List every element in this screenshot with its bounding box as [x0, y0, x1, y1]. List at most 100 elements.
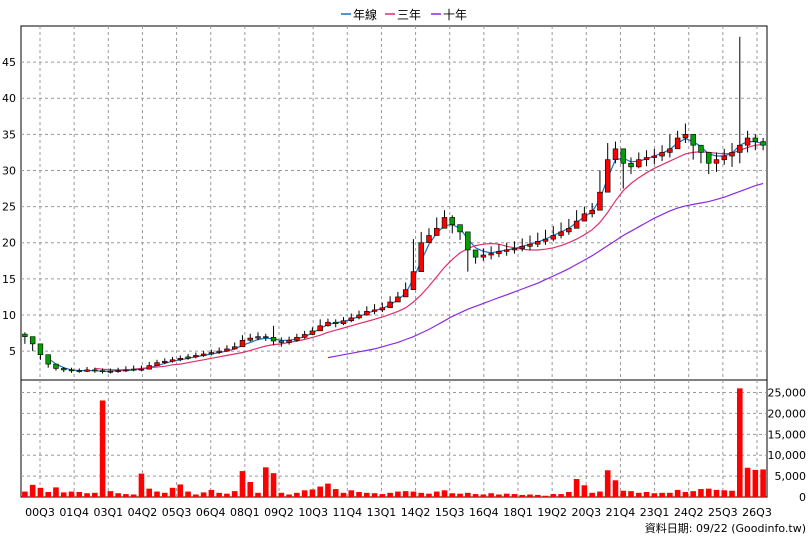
price-axis-ticks: 5 10 15 20 25 30 35 40 45	[2, 56, 16, 358]
x-tick-label: 18Q1	[503, 506, 533, 519]
x-tick-label: 24Q2	[674, 506, 704, 519]
volume-bar	[573, 479, 580, 497]
candle-body	[22, 333, 28, 337]
candle-body	[744, 137, 751, 146]
candle-body	[29, 336, 36, 345]
candle-body	[68, 369, 75, 372]
price-panel-frame	[20, 25, 768, 381]
x-tick-label: 21Q4	[606, 506, 636, 519]
candle-body	[123, 369, 129, 372]
x-tick-label: 11Q4	[332, 506, 362, 519]
price-tick-label: 35	[2, 128, 16, 141]
candle-body	[597, 191, 603, 211]
x-tick-label: 14Q2	[401, 506, 431, 519]
candle-body	[379, 307, 386, 311]
candle-body	[643, 157, 650, 160]
volume-bar	[433, 491, 440, 497]
x-tick-label: 25Q3	[708, 506, 738, 519]
price-tick-label: 25	[2, 201, 16, 214]
candle-body	[488, 253, 494, 256]
candle-body	[340, 320, 347, 324]
volume-bar	[729, 490, 735, 497]
volume-bar	[92, 492, 98, 497]
candle-body	[620, 148, 626, 164]
x-tick-label: 10Q3	[298, 506, 328, 519]
candle-body	[721, 155, 727, 160]
volume-bar	[364, 492, 370, 497]
volume-grid	[21, 392, 767, 477]
candle-body	[371, 309, 378, 312]
candle-body	[294, 337, 300, 341]
volume-bar	[503, 493, 510, 497]
candle-body	[107, 371, 114, 373]
x-tick-label: 06Q4	[196, 506, 226, 519]
volume-bar	[449, 493, 456, 497]
volume-bar	[558, 494, 564, 497]
source-note: 資料日期: 09/22 (Goodinfo.tw)	[645, 521, 806, 535]
candle-body	[659, 152, 665, 157]
volume-bar	[418, 492, 424, 497]
candle-body	[115, 370, 121, 372]
candle-body	[480, 254, 487, 258]
candle-body	[706, 152, 712, 164]
candle-body	[511, 248, 518, 251]
volume-bar	[317, 486, 323, 497]
candle-body	[325, 321, 331, 327]
candle-body	[527, 243, 533, 247]
candle-body	[317, 325, 323, 332]
price-grid	[21, 26, 767, 497]
candle-body	[426, 235, 432, 244]
candle-body	[519, 246, 525, 249]
candle-body	[604, 159, 611, 193]
candle-body	[441, 217, 448, 229]
candle-body	[92, 369, 98, 372]
volume-bar	[542, 495, 549, 497]
volume-bar	[441, 490, 448, 497]
legend: 年線 三年 十年	[341, 7, 467, 22]
volume-bar	[519, 494, 526, 497]
volume-bar	[22, 491, 28, 497]
x-tick-label: 01Q4	[59, 506, 89, 519]
volume-bar	[68, 491, 75, 497]
candle-body	[169, 359, 176, 362]
volume-bar	[511, 494, 518, 497]
volume-bar	[744, 467, 751, 497]
volume-bar	[45, 491, 51, 497]
candle-body	[472, 249, 479, 258]
candle-body	[752, 137, 759, 142]
x-tick-label: 05Q3	[162, 506, 192, 519]
volume-bar	[29, 484, 36, 497]
volume-bar	[402, 491, 409, 497]
candle-body	[535, 240, 541, 245]
volume-bar	[301, 490, 308, 497]
volume-bar	[371, 493, 378, 497]
volume-bar	[325, 483, 331, 497]
candle-body	[76, 370, 82, 372]
candle-body	[286, 339, 292, 343]
candle-body	[589, 209, 595, 215]
volume-bar	[130, 494, 137, 497]
volume-bar	[216, 492, 222, 497]
candle-body	[185, 356, 191, 359]
candle-body	[713, 159, 720, 164]
volume-tick-label: 0	[799, 491, 806, 504]
volume-bar	[713, 489, 720, 497]
volume-bar	[224, 493, 230, 497]
candle-body	[99, 370, 106, 372]
volume-bar	[60, 492, 67, 497]
candle-body	[154, 362, 160, 366]
volume-bar	[589, 492, 595, 497]
volume-bar	[161, 492, 168, 497]
price-tick-label: 15	[2, 273, 16, 286]
volume-bar	[270, 473, 277, 497]
candle-body	[53, 363, 59, 369]
volume-bar	[286, 494, 292, 497]
volume-bar	[356, 491, 362, 497]
volume-bar	[231, 491, 238, 497]
volume-bar	[705, 488, 712, 497]
volume-bar	[278, 492, 285, 497]
candle-body	[581, 213, 588, 222]
moving-average-lines	[47, 138, 764, 372]
legend-label-3y: 三年	[397, 8, 421, 22]
volume-bar	[465, 492, 471, 497]
